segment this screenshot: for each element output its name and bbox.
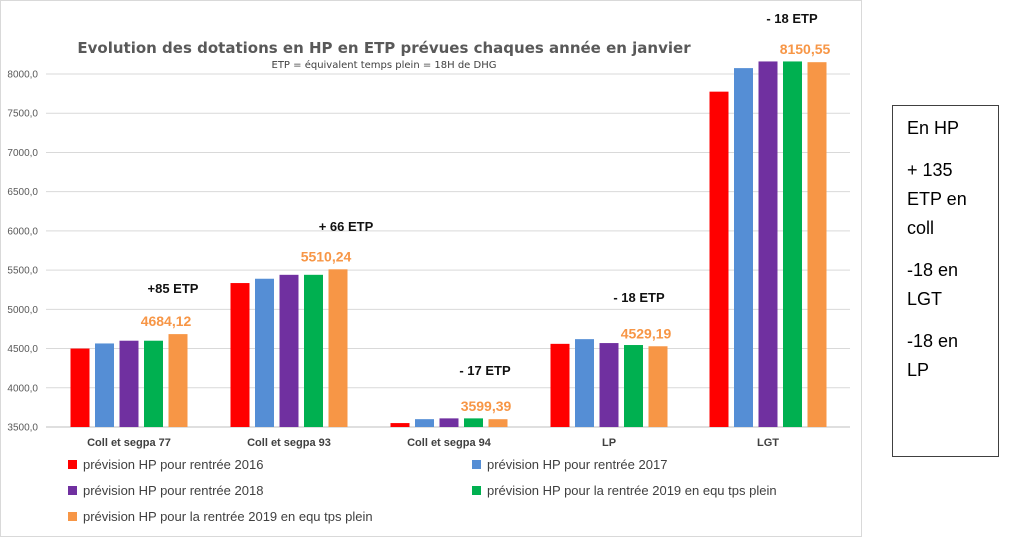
bar bbox=[70, 348, 90, 427]
note-line: En HP bbox=[907, 118, 960, 138]
bar bbox=[415, 419, 434, 427]
bar bbox=[758, 61, 778, 428]
bar bbox=[439, 418, 459, 427]
bar bbox=[783, 61, 802, 428]
note-line: -18 en LP bbox=[907, 331, 959, 380]
value-label: 4684,12 bbox=[141, 313, 192, 329]
bar bbox=[599, 343, 619, 427]
y-tick-label: 8000,0 bbox=[7, 70, 38, 81]
bar bbox=[390, 423, 410, 427]
legend-swatch bbox=[68, 512, 77, 521]
note-line: + 135 ETP en coll bbox=[907, 160, 967, 238]
legend-label: prévision HP pour la rentrée 2019 en equ… bbox=[487, 483, 777, 498]
bar-chart: Evolution des dotations en HP en ETP pré… bbox=[0, 0, 862, 537]
chart-subtitle: ETP = équivalent temps plein = 18H de DH… bbox=[272, 59, 497, 71]
bar bbox=[734, 68, 753, 427]
bar bbox=[807, 62, 827, 428]
bar bbox=[648, 346, 668, 427]
bars bbox=[70, 61, 827, 428]
y-tick-label: 6000,0 bbox=[7, 226, 38, 237]
bar bbox=[255, 278, 274, 427]
x-category-label: Coll et segpa 94 bbox=[407, 437, 492, 449]
x-category-label: Coll et segpa 93 bbox=[247, 437, 331, 449]
bar bbox=[709, 91, 729, 428]
value-labels: 4684,12 5510,24 3599,39 4529,19 8150,55 bbox=[141, 41, 831, 414]
annotation: +85 ETP bbox=[148, 281, 199, 296]
bar bbox=[304, 274, 323, 427]
bar bbox=[279, 274, 299, 427]
value-label: 8150,55 bbox=[780, 41, 831, 57]
y-tick-label: 7500,0 bbox=[7, 109, 38, 120]
value-label: 5510,24 bbox=[301, 248, 352, 264]
legend-label: prévision HP pour rentrée 2017 bbox=[487, 457, 667, 472]
y-tick-label: 3500,0 bbox=[7, 423, 38, 434]
bar bbox=[144, 340, 163, 427]
bar bbox=[550, 343, 570, 427]
x-axis-categories: Coll et segpa 77 Coll et segpa 93 Coll et … bbox=[87, 437, 779, 449]
bar bbox=[488, 419, 508, 427]
bar bbox=[624, 345, 643, 427]
bar bbox=[575, 339, 594, 427]
annotation: - 18 ETP bbox=[613, 290, 665, 305]
bar bbox=[119, 340, 139, 427]
x-category-label: LGT bbox=[757, 437, 779, 449]
chart-container: Evolution des dotations en HP en ETP pré… bbox=[0, 0, 862, 537]
bar bbox=[230, 283, 250, 427]
note-box: En HP + 135 ETP en coll -18 en LGT -18 e… bbox=[892, 105, 999, 457]
y-tick-label: 5500,0 bbox=[7, 266, 38, 277]
chart-title: Evolution des dotations en HP en ETP pré… bbox=[77, 39, 691, 57]
legend-swatch bbox=[472, 486, 481, 495]
x-category-label: LP bbox=[602, 437, 616, 449]
legend-label: prévision HP pour rentrée 2016 bbox=[83, 457, 263, 472]
legend-swatch bbox=[68, 486, 77, 495]
bar bbox=[95, 343, 114, 427]
legend: prévision HP pour rentrée 2016 prévision … bbox=[68, 457, 777, 524]
y-tick-label: 4500,0 bbox=[7, 344, 38, 355]
annotation: - 17 ETP bbox=[459, 363, 511, 378]
y-tick-label: 6500,0 bbox=[7, 187, 38, 198]
y-tick-label: 5000,0 bbox=[7, 305, 38, 316]
value-label: 4529,19 bbox=[621, 325, 672, 341]
annotations: +85 ETP + 66 ETP - 17 ETP - 18 ETP - 18 ETP bbox=[148, 11, 818, 378]
bar bbox=[464, 418, 483, 427]
value-label: 3599,39 bbox=[461, 398, 512, 414]
bar bbox=[168, 334, 188, 427]
legend-label: prévision HP pour rentrée 2018 bbox=[83, 483, 263, 498]
y-tick-label: 7000,0 bbox=[7, 148, 38, 159]
y-axis-ticks: 3500,0 4000,0 4500,0 5000,0 5500,0 6000,0 6500… bbox=[7, 70, 38, 434]
legend-swatch bbox=[472, 460, 481, 469]
annotation: + 66 ETP bbox=[319, 219, 374, 234]
y-tick-label: 4000,0 bbox=[7, 383, 38, 394]
annotation: - 18 ETP bbox=[766, 11, 818, 26]
note-line: -18 en LGT bbox=[907, 260, 959, 309]
bar bbox=[328, 269, 348, 427]
legend-label: prévision HP pour la rentrée 2019 en equ… bbox=[83, 509, 373, 524]
x-category-label: Coll et segpa 77 bbox=[87, 437, 171, 449]
legend-swatch bbox=[68, 460, 77, 469]
